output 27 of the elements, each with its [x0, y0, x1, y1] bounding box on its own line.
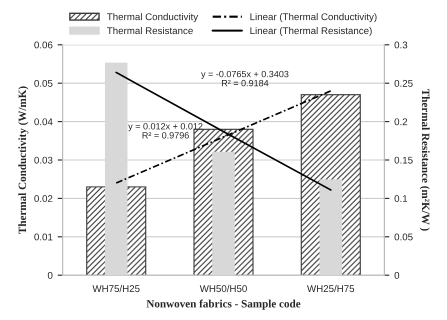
x-tick-label: WH75/H25 [92, 284, 140, 292]
x-tick-label: WH25/H75 [307, 284, 354, 292]
legend-label: Linear (Thermal Resistance) [250, 26, 372, 36]
y2-tick-label: 0.25 [394, 80, 413, 87]
y-tick-label: 0.06 [34, 42, 52, 48]
y2-tick-label: 0.1 [394, 195, 408, 202]
y-tick-label: 0.01 [34, 234, 52, 240]
y-tick-label: 0 [48, 272, 52, 279]
annotation: y = 0.012x + 0.012 R² = 0.9796 [128, 123, 203, 139]
y-tick-label: 0.02 [34, 195, 52, 202]
y-tick-label: 0.03 [34, 156, 52, 164]
y2-tick-label: 0.2 [394, 118, 408, 126]
y-tick-label: 0.04 [34, 118, 53, 126]
y2-tick-label: 0 [394, 272, 400, 279]
x-tick-label: WH50/H50 [200, 284, 247, 292]
x-axis-title: Nonwoven fabrics - Sample code [146, 300, 300, 310]
y2-tick-label: 0.05 [394, 234, 413, 240]
legend-label: Thermal Resistance [107, 26, 193, 34]
legend-label: Thermal Conductivity [107, 13, 198, 22]
y2-tick-label: 0.15 [394, 156, 413, 164]
y-axis-title: Thermal Conductivity (W/mK) [18, 86, 28, 234]
bar [319, 179, 342, 276]
legend-label: Linear (Thermal Conductivity) [250, 13, 377, 22]
y-tick-label: 0.05 [34, 80, 52, 87]
y2-tick-label: 0.3 [394, 42, 408, 48]
y2-axis-title: Thermal Resistance (m²K/W ) [420, 89, 430, 231]
annotation: y = -0.0765x + 0.3403 R² = 0.9184 [201, 70, 288, 86]
